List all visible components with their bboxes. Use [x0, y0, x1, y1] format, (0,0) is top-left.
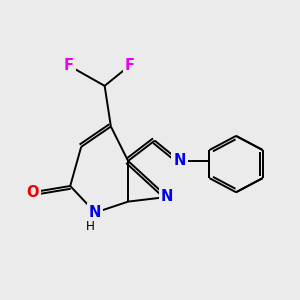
- Text: F: F: [125, 58, 135, 73]
- Text: F: F: [64, 58, 74, 73]
- Text: N: N: [89, 205, 101, 220]
- Text: H: H: [86, 220, 95, 233]
- Text: N: N: [173, 154, 186, 169]
- Text: N: N: [161, 189, 173, 204]
- Text: O: O: [26, 185, 39, 200]
